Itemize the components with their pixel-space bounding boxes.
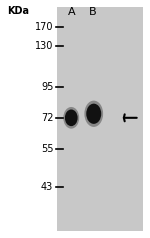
Text: 72: 72 <box>41 113 53 123</box>
Text: 170: 170 <box>35 22 53 32</box>
Bar <box>57 7 142 231</box>
Ellipse shape <box>63 107 79 129</box>
Ellipse shape <box>84 101 103 127</box>
Text: 95: 95 <box>41 82 53 92</box>
Text: B: B <box>89 7 97 17</box>
Text: A: A <box>68 7 75 17</box>
Text: KDa: KDa <box>8 6 30 16</box>
Ellipse shape <box>86 104 101 124</box>
Text: 43: 43 <box>41 182 53 192</box>
Text: 130: 130 <box>35 41 53 51</box>
Ellipse shape <box>65 109 78 126</box>
Text: 55: 55 <box>41 144 53 154</box>
